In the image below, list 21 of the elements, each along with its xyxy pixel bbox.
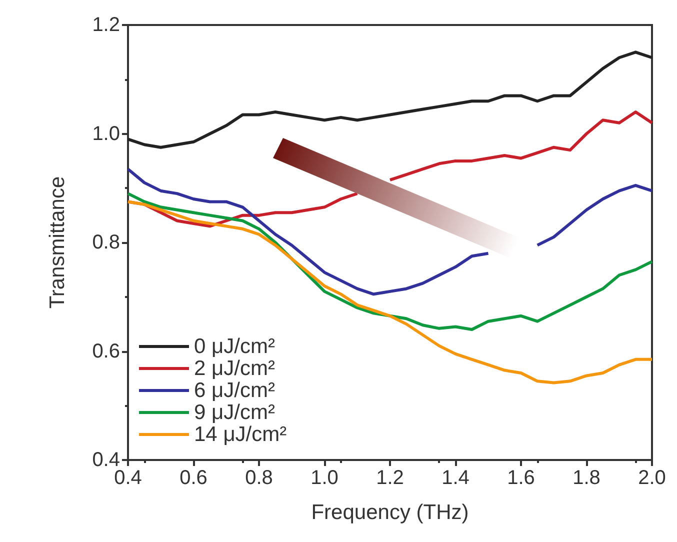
y-axis-title: Transmittance [46, 176, 69, 309]
y-tick-label: 1.0 [92, 122, 120, 145]
x-tick-label: 2.0 [638, 467, 666, 489]
y-tick-label: 0.8 [92, 232, 120, 254]
x-tick-label: 1.0 [310, 467, 338, 489]
legend-label: 6 μJ/cm² [194, 379, 275, 402]
line-series [126, 50, 654, 149]
x-tick-label: 0.6 [180, 467, 208, 489]
legend-label: 9 μJ/cm² [194, 401, 275, 424]
x-tick-label: 0.8 [245, 467, 273, 489]
x-tick-label: 1.4 [442, 467, 470, 489]
x-tick-label: 1.8 [572, 467, 600, 489]
x-axis-title: Frequency (THz) [311, 501, 469, 524]
legend-label: 2 μJ/cm² [194, 357, 275, 380]
line-series [126, 192, 654, 331]
legend-label: 0 μJ/cm² [194, 335, 275, 358]
y-tick-label: 0.6 [92, 340, 120, 362]
x-tick-label: 1.2 [376, 467, 404, 489]
legend-label: 14 μJ/cm² [194, 423, 287, 446]
y-tick-label: 1.2 [92, 14, 120, 36]
x-tick-label: 1.6 [507, 467, 535, 489]
